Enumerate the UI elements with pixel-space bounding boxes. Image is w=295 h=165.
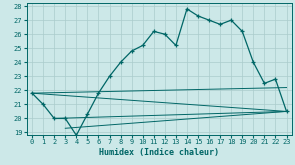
X-axis label: Humidex (Indice chaleur): Humidex (Indice chaleur) xyxy=(99,148,219,157)
